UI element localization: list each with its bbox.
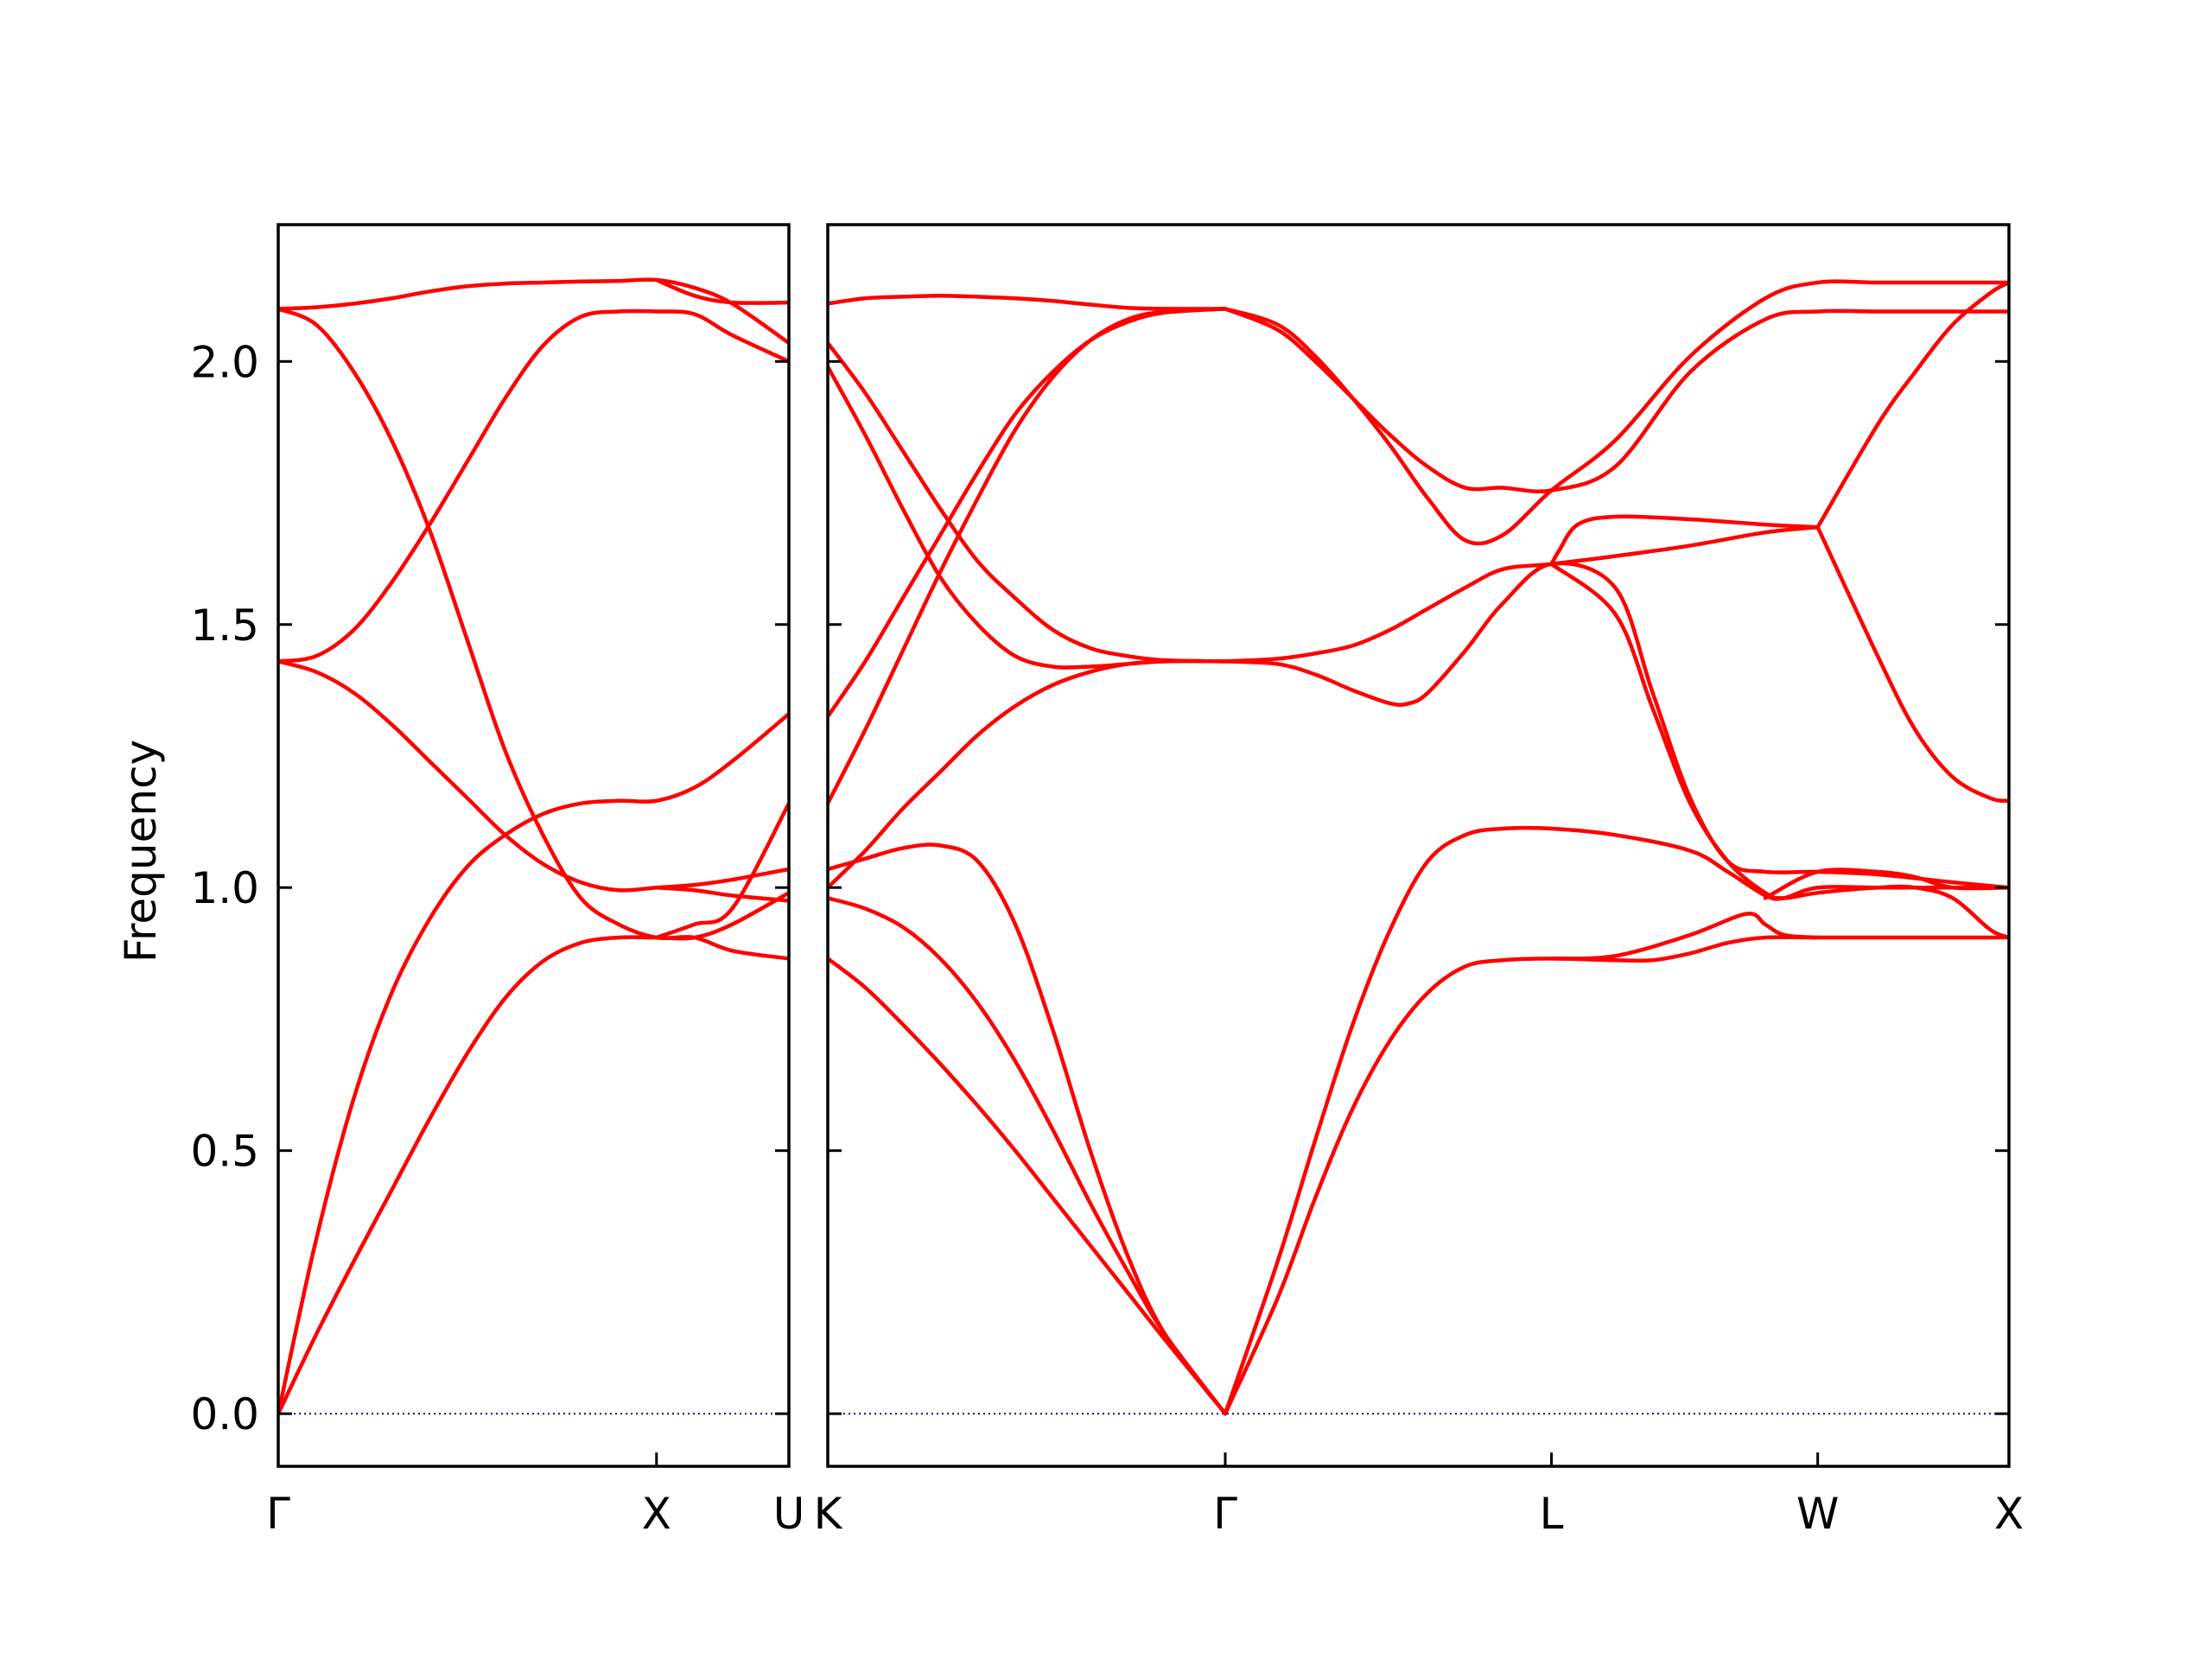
band-line-20 <box>1815 280 2009 530</box>
band-line-2 <box>828 896 1228 1416</box>
bands-group <box>828 279 2009 1416</box>
band-line-21 <box>1763 868 2009 900</box>
x-tick-label: X <box>1994 1489 2024 1539</box>
band-line-3 <box>828 842 1228 1416</box>
band-line-5 <box>828 307 1228 806</box>
band-line-5 <box>278 307 789 961</box>
y-axis-label: Frequency <box>116 740 166 963</box>
plot-frame <box>826 223 2011 1468</box>
x-tick-label: X <box>642 1489 671 1539</box>
band-line-3 <box>278 659 789 893</box>
band-line-9 <box>828 293 1228 311</box>
band-line-7 <box>654 801 789 940</box>
band-line-2 <box>278 712 789 1416</box>
band-line-1 <box>828 957 1228 1416</box>
band-line-9 <box>654 277 789 305</box>
band-line-19 <box>1815 524 2009 804</box>
x-tick-label: Γ <box>266 1489 290 1539</box>
band-line-4 <box>278 308 789 664</box>
x-tick-label: L <box>1540 1489 1564 1539</box>
band-line-6 <box>828 307 1228 719</box>
y-tick-label: 0.0 <box>190 1389 259 1440</box>
band-line-1 <box>278 891 789 1416</box>
band-line-15 <box>1549 562 2009 940</box>
band-line-18 <box>1223 307 2009 494</box>
band-line-8 <box>828 365 1228 670</box>
band-line-8 <box>654 885 789 903</box>
x-tick-label: U <box>773 1489 805 1539</box>
band-line-10 <box>1223 825 2009 1416</box>
plot-frame <box>276 223 791 1468</box>
band-line-6 <box>278 277 789 346</box>
band-line-11 <box>1223 935 2009 1416</box>
x-tick-label: Γ <box>1213 1489 1237 1539</box>
y-tick-label: 0.5 <box>190 1127 259 1177</box>
band-line-13 <box>1223 561 2009 890</box>
band-line-7 <box>828 340 1228 664</box>
bands-group <box>278 277 789 1416</box>
x-tick-label: K <box>814 1489 843 1539</box>
x-tick-label: W <box>1796 1489 1839 1539</box>
band-line-17 <box>1223 279 2009 546</box>
y-tick-label: 1.0 <box>190 863 259 913</box>
panel-1: 0.0 0.5 1.0 1.5 2.0 Γ X U <box>190 223 805 1539</box>
y-tick-label: 2.0 <box>190 337 259 387</box>
band-line-12 <box>1549 912 1820 961</box>
band-line-14 <box>1223 524 1820 664</box>
band-line-16 <box>1549 514 1820 566</box>
y-tick-label: 1.5 <box>190 601 259 651</box>
